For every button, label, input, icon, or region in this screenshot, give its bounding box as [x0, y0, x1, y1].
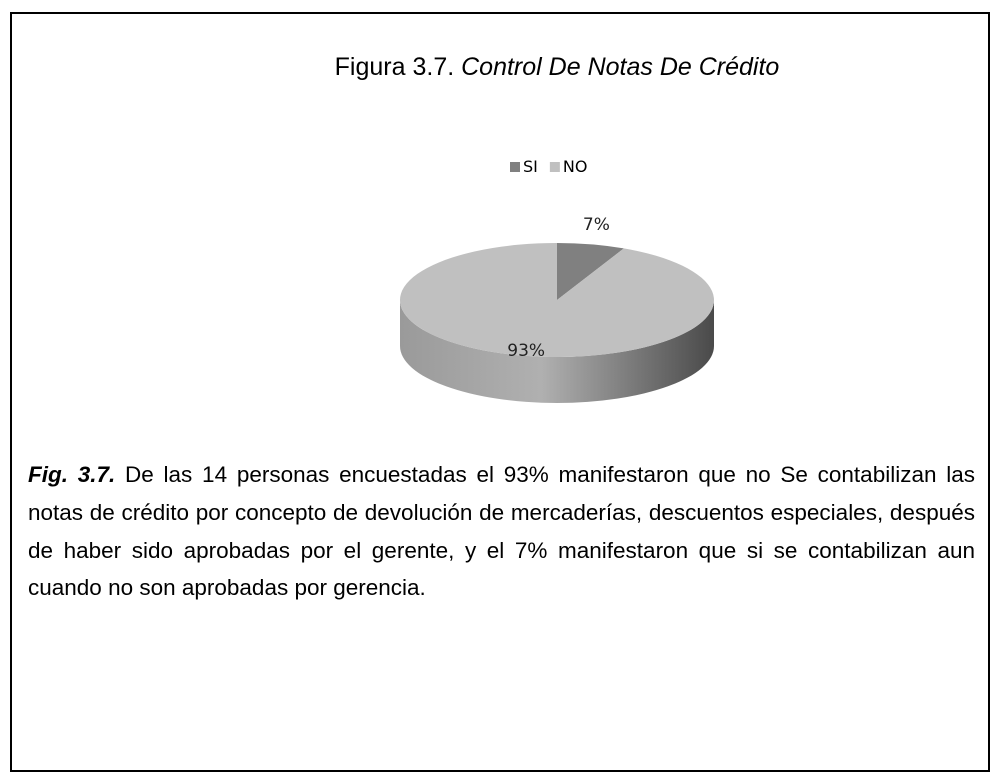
caption: Fig. 3.7. De las 14 personas encuestadas… [28, 456, 975, 607]
slice [400, 243, 715, 357]
title-text: Control De Notas De Crédito [461, 53, 779, 81]
chart: Figura 3.7. Control De Notas De Crédito … [335, 53, 780, 403]
legend-label: NO [563, 157, 588, 176]
value-label: 7% [583, 215, 610, 235]
legend-swatch [549, 162, 560, 172]
page: Figura 3.7. Control De Notas De Crédito … [10, 12, 990, 772]
legend-swatch [510, 162, 520, 172]
figure-label: Figura 3.7. [335, 53, 455, 81]
slice [557, 243, 624, 300]
legend-label: SI [523, 157, 538, 176]
caption-text: De las 14 personas encuestadas el 93% ma… [28, 462, 975, 601]
chart-title: Figura 3.7. Control De Notas De Crédito [335, 53, 780, 81]
value-label: 93% [507, 341, 545, 361]
caption-label: Fig. 3.7. [28, 462, 116, 487]
slice-side [400, 300, 714, 403]
